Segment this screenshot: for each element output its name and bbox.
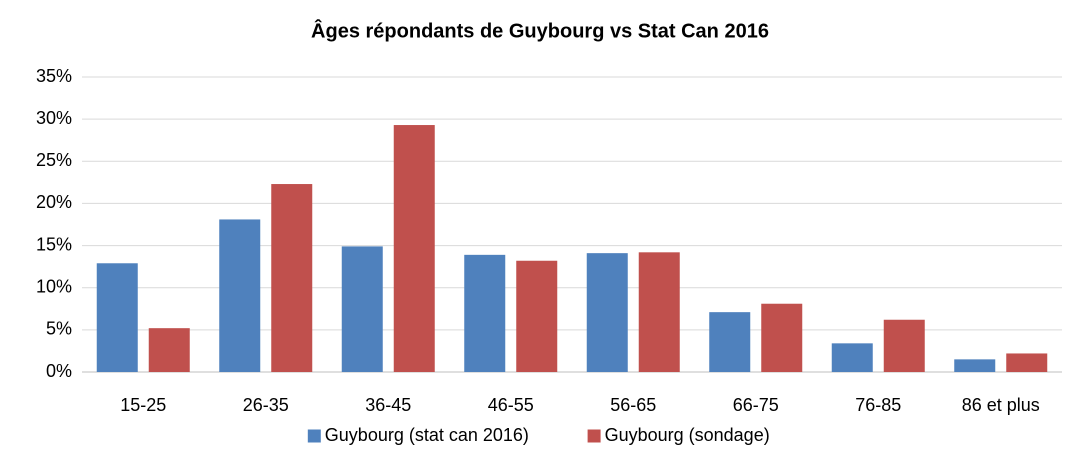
y-tick-label: 25% (36, 150, 72, 170)
x-tick-label: 26-35 (243, 395, 289, 415)
y-tick-label: 15% (36, 234, 72, 254)
bar (341, 246, 383, 372)
bar (393, 125, 435, 373)
bar (219, 219, 261, 372)
bar (831, 343, 873, 372)
legend-label: Guybourg (sondage) (605, 425, 770, 445)
bar (464, 254, 506, 372)
bar (148, 328, 190, 372)
x-tick-label: 56-65 (610, 395, 656, 415)
bar (96, 263, 138, 372)
bar (954, 359, 996, 372)
y-tick-label: 10% (36, 276, 72, 296)
y-tick-label: 5% (46, 319, 72, 339)
x-tick-label: 36-45 (365, 395, 411, 415)
x-tick-label: 76-85 (855, 395, 901, 415)
y-tick-label: 35% (36, 66, 72, 86)
bar (1006, 353, 1048, 372)
bar (638, 252, 680, 372)
bar (883, 319, 925, 372)
bar (586, 253, 628, 372)
bar (709, 312, 751, 372)
x-tick-label: 46-55 (488, 395, 534, 415)
x-tick-label: 15-25 (120, 395, 166, 415)
legend-swatch (587, 429, 601, 443)
x-tick-label: 66-75 (733, 395, 779, 415)
y-tick-label: 30% (36, 108, 72, 128)
bar (516, 260, 558, 372)
y-tick-label: 0% (46, 361, 72, 381)
bar (271, 184, 313, 372)
legend-label: Guybourg (stat can 2016) (325, 425, 529, 445)
y-tick-label: 20% (36, 192, 72, 212)
x-tick-label: 86 et plus (962, 395, 1040, 415)
bar (761, 303, 803, 372)
chart-title: Âges répondants de Guybourg vs Stat Can … (311, 18, 769, 42)
legend-swatch (307, 429, 321, 443)
